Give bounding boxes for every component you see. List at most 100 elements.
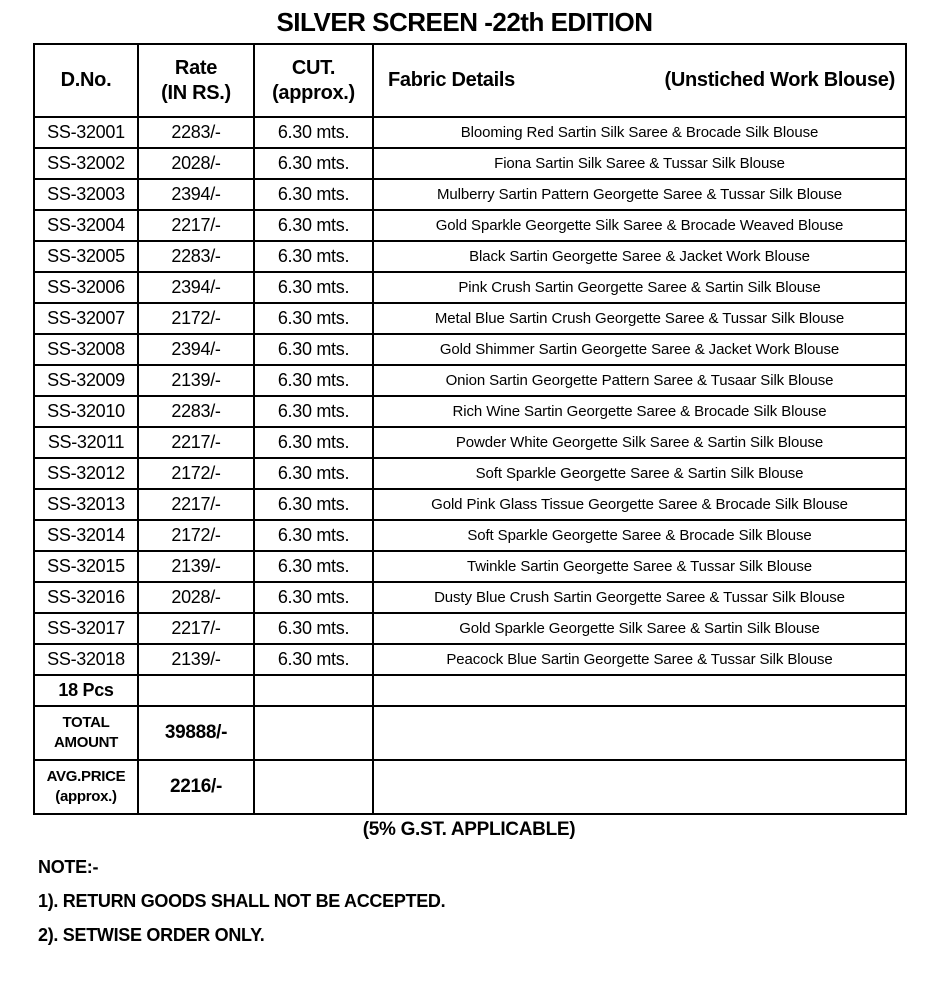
header-fabric: Fabric Details (Unstiched Work Blouse) [372, 43, 907, 118]
cell-fabric-details: Metal Blue Sartin Crush Georgette Saree … [372, 302, 907, 335]
cell-design-number: SS-32006 [33, 271, 139, 304]
cell-fabric-details: Gold Pink Glass Tissue Georgette Saree &… [372, 488, 907, 521]
table-row: SS-32007 2172/- 6.30 mts. Metal Blue Sar… [33, 302, 907, 335]
header-rate: Rate (IN RS.) [137, 43, 255, 118]
cell-cut: 6.30 mts. [253, 364, 374, 397]
cell-design-number: SS-32012 [33, 457, 139, 490]
table-header-row: D.No. Rate (IN RS.) CUT. (approx.) Fabri… [33, 43, 907, 118]
table-row: SS-32017 2217/- 6.30 mts. Gold Sparkle G… [33, 612, 907, 645]
cell-cut: 6.30 mts. [253, 426, 374, 459]
summary-pcs-row: 18 Pcs [33, 674, 907, 707]
avg-label-line1: AVG.PRICE [46, 767, 126, 785]
table-row: SS-32002 2028/- 6.30 mts. Fiona Sartin S… [33, 147, 907, 180]
table-row: SS-32003 2394/- 6.30 mts. Mulberry Sarti… [33, 178, 907, 211]
cell-rate: 2139/- [137, 550, 255, 583]
cell-design-number: SS-32004 [33, 209, 139, 242]
cell-fabric-details: Gold Sparkle Georgette Silk Saree & Sart… [372, 612, 907, 645]
cell-rate: 2283/- [137, 395, 255, 428]
cell-avg-price-label: AVG.PRICE (approx.) [33, 759, 139, 815]
cell-fabric-details: Mulberry Sartin Pattern Georgette Saree … [372, 178, 907, 211]
cell-design-number: SS-32016 [33, 581, 139, 614]
cell-rate: 2217/- [137, 209, 255, 242]
cell-fabric-details: Gold Shimmer Sartin Georgette Saree & Ja… [372, 333, 907, 366]
cell-fabric-details: Peacock Blue Sartin Georgette Saree & Tu… [372, 643, 907, 676]
cell-empty [253, 759, 374, 815]
cell-cut: 6.30 mts. [253, 116, 374, 149]
cell-fabric-details: Pink Crush Sartin Georgette Saree & Sart… [372, 271, 907, 304]
cell-cut: 6.30 mts. [253, 612, 374, 645]
cell-total-amount-value: 39888/- [137, 705, 255, 761]
cell-design-number: SS-32001 [33, 116, 139, 149]
cell-design-number: SS-32015 [33, 550, 139, 583]
note-item-2: 2). SETWISE ORDER ONLY. [38, 925, 265, 945]
table-row: SS-32008 2394/- 6.30 mts. Gold Shimmer S… [33, 333, 907, 366]
summary-avg-row: AVG.PRICE (approx.) 2216/- [33, 759, 907, 815]
cell-cut: 6.30 mts. [253, 457, 374, 490]
gst-note: (5% G.ST. APPLICABLE) [362, 819, 576, 840]
cell-fabric-details: Black Sartin Georgette Saree & Jacket Wo… [372, 240, 907, 273]
table-row: SS-32013 2217/- 6.30 mts. Gold Pink Glas… [33, 488, 907, 521]
cell-rate: 2283/- [137, 116, 255, 149]
cell-total-pcs: 18 Pcs [33, 674, 139, 707]
cell-cut: 6.30 mts. [253, 302, 374, 335]
table-row: SS-32018 2139/- 6.30 mts. Peacock Blue S… [33, 643, 907, 676]
cell-fabric-details: Soft Sparkle Georgette Saree & Sartin Si… [372, 457, 907, 490]
total-label-line2: AMOUNT [53, 734, 119, 751]
table-row: SS-32001 2283/- 6.30 mts. Blooming Red S… [33, 116, 907, 149]
cell-design-number: SS-32011 [33, 426, 139, 459]
cell-rate: 2172/- [137, 519, 255, 552]
header-cut-line2: (approx.) [272, 81, 355, 104]
cell-rate: 2139/- [137, 643, 255, 676]
header-rate-line1: Rate [174, 56, 218, 79]
cell-fabric-details: Soft Sparkle Georgette Saree & Brocade S… [372, 519, 907, 552]
cell-fabric-details: Twinkle Sartin Georgette Saree & Tussar … [372, 550, 907, 583]
cell-fabric-details: Blooming Red Sartin Silk Saree & Brocade… [372, 116, 907, 149]
header-cut-line1: CUT. [291, 56, 336, 79]
cell-cut: 6.30 mts. [253, 240, 374, 273]
cell-total-amount-label: TOTAL AMOUNT [33, 705, 139, 761]
total-label-line1: TOTAL [62, 713, 110, 731]
cell-empty [137, 674, 255, 707]
cell-design-number: SS-32007 [33, 302, 139, 335]
table-row: SS-32009 2139/- 6.30 mts. Onion Sartin G… [33, 364, 907, 397]
cell-fabric-details: Gold Sparkle Georgette Silk Saree & Broc… [372, 209, 907, 242]
table-row: SS-32005 2283/- 6.30 mts. Black Sartin G… [33, 240, 907, 273]
avg-label-line2: (approx.) [55, 788, 117, 805]
cell-fabric-details: Dusty Blue Crush Sartin Georgette Saree … [372, 581, 907, 614]
cell-cut: 6.30 mts. [253, 550, 374, 583]
cell-cut: 6.30 mts. [253, 581, 374, 614]
cell-empty [253, 674, 374, 707]
table-row: SS-32016 2028/- 6.30 mts. Dusty Blue Cru… [33, 581, 907, 614]
cell-design-number: SS-32017 [33, 612, 139, 645]
cell-rate: 2394/- [137, 333, 255, 366]
cell-empty [372, 759, 907, 815]
table-row: SS-32012 2172/- 6.30 mts. Soft Sparkle G… [33, 457, 907, 490]
header-dno: D.No. [33, 43, 139, 118]
cell-avg-price-value: 2216/- [137, 759, 255, 815]
header-fabric-label: Fabric Details [388, 69, 515, 91]
cell-fabric-details: Rich Wine Sartin Georgette Saree & Broca… [372, 395, 907, 428]
cell-cut: 6.30 mts. [253, 147, 374, 180]
table-row: SS-32011 2217/- 6.30 mts. Powder White G… [33, 426, 907, 459]
header-fabric-note: (Unstiched Work Blouse) [664, 69, 895, 91]
table-row: SS-32010 2283/- 6.30 mts. Rich Wine Sart… [33, 395, 907, 428]
cell-rate: 2028/- [137, 147, 255, 180]
cell-rate: 2394/- [137, 178, 255, 211]
cell-cut: 6.30 mts. [253, 395, 374, 428]
cell-rate: 2172/- [137, 457, 255, 490]
cell-design-number: SS-32010 [33, 395, 139, 428]
cell-cut: 6.30 mts. [253, 178, 374, 211]
cell-rate: 2283/- [137, 240, 255, 273]
cell-empty [372, 674, 907, 707]
header-rate-line2: (IN RS.) [161, 81, 231, 104]
cell-rate: 2172/- [137, 302, 255, 335]
cell-fabric-details: Powder White Georgette Silk Saree & Sart… [372, 426, 907, 459]
price-table: D.No. Rate (IN RS.) CUT. (approx.) Fabri… [33, 43, 907, 815]
cell-rate: 2028/- [137, 581, 255, 614]
table-row: SS-32006 2394/- 6.30 mts. Pink Crush Sar… [33, 271, 907, 304]
table-row: SS-32004 2217/- 6.30 mts. Gold Sparkle G… [33, 209, 907, 242]
cell-cut: 6.30 mts. [253, 519, 374, 552]
cell-empty [253, 705, 374, 761]
table-row: SS-32015 2139/- 6.30 mts. Twinkle Sartin… [33, 550, 907, 583]
note-heading: NOTE:- [38, 857, 99, 877]
